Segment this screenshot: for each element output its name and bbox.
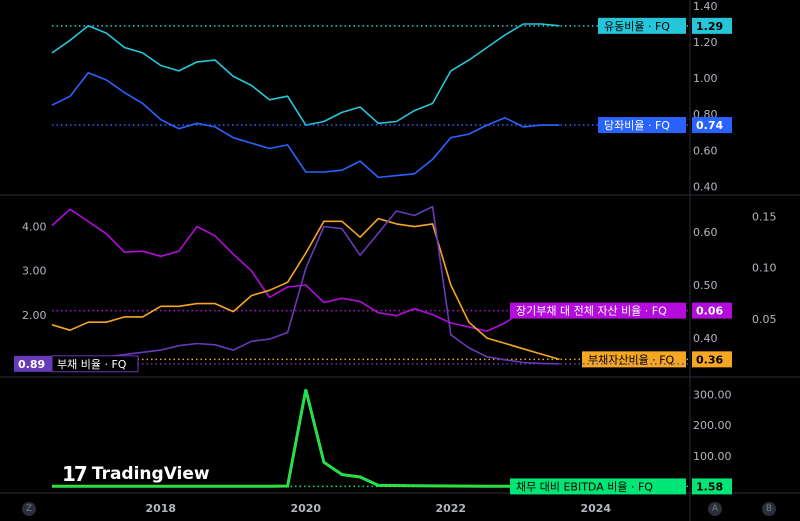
series-value-text: 1.29 xyxy=(696,20,723,33)
y-axis-tick-label: 200.00 xyxy=(693,419,732,432)
tradingview-logo: 17 TradingView xyxy=(62,462,210,486)
left-axis-tick-label: 4.00 xyxy=(22,220,47,233)
series-value-text: 0.74 xyxy=(696,119,723,132)
series-value-tag xyxy=(692,302,732,319)
series-line[interactable] xyxy=(52,388,560,488)
tradingview-logo-text: TradingView xyxy=(91,464,210,484)
y-axis-tick-label: 100.00 xyxy=(693,450,732,463)
series-line[interactable] xyxy=(51,71,560,179)
series-line[interactable] xyxy=(51,205,560,365)
right-axis-tick-label: 0.15 xyxy=(752,210,777,223)
series-name-text: 장기부채 대 전체 자산 비율 · FQ xyxy=(516,305,667,318)
y-axis-tick-label: 1.20 xyxy=(693,36,718,49)
scale-mode-button[interactable]: B xyxy=(762,502,776,516)
series-name-text: 부채 비율 · FQ xyxy=(57,358,127,371)
series-value-tag xyxy=(14,355,54,372)
left-axis-tick-label: 2.00 xyxy=(22,309,47,322)
tradingview-logo-mark: 17 xyxy=(62,462,88,486)
left-axis-tick-label: 3.00 xyxy=(22,265,47,278)
series-name-tag xyxy=(510,478,686,495)
series-value-tag xyxy=(692,478,732,495)
series-value-text: 1.58 xyxy=(696,480,723,493)
y-axis-tick-label: 0.60 xyxy=(693,144,718,157)
right-axis-tick-label: 0.10 xyxy=(752,262,777,275)
x-tick-label: 2024 xyxy=(580,502,611,515)
y-axis-tick-label: 300.00 xyxy=(693,388,732,401)
x-tick-label: 2020 xyxy=(290,502,321,515)
series-value-tag xyxy=(692,351,732,368)
inner-axis-tick-label: 0.50 xyxy=(693,279,718,292)
right-axis-tick-label: 0.05 xyxy=(752,313,777,326)
series-name-text: 채무 대비 EBITDA 비율 · FQ xyxy=(516,480,653,493)
series-value-text: 0.36 xyxy=(696,353,723,366)
auto-scale-button[interactable]: A xyxy=(708,502,722,516)
series-line[interactable] xyxy=(51,217,560,361)
series-value-text: 0.89 xyxy=(18,358,45,371)
series-value-tag xyxy=(692,117,732,134)
series-name-tag xyxy=(510,302,686,319)
series-name-tag xyxy=(598,117,686,134)
x-tick-label: 2022 xyxy=(435,502,466,515)
series-line[interactable] xyxy=(51,23,560,126)
timezone-button[interactable]: Z xyxy=(22,502,36,516)
series-name-text: 유동비율 · FQ xyxy=(604,20,670,33)
series-name-text: 부채자산비율 · FQ xyxy=(588,353,675,366)
x-tick-label: 2018 xyxy=(145,502,176,515)
y-axis-tick-label: 1.40 xyxy=(693,0,718,13)
y-axis-tick-label: 0.40 xyxy=(693,180,718,193)
series-name-tag xyxy=(51,355,139,373)
series-name-tag xyxy=(598,17,686,34)
inner-axis-tick-label: 0.60 xyxy=(693,226,718,239)
series-value-tag xyxy=(692,17,732,34)
series-value-text: 0.06 xyxy=(696,305,723,318)
series-name-text: 당좌비율 · FQ xyxy=(604,119,670,132)
y-axis-tick-label: 1.00 xyxy=(693,72,718,85)
inner-axis-tick-label: 0.40 xyxy=(693,332,718,345)
